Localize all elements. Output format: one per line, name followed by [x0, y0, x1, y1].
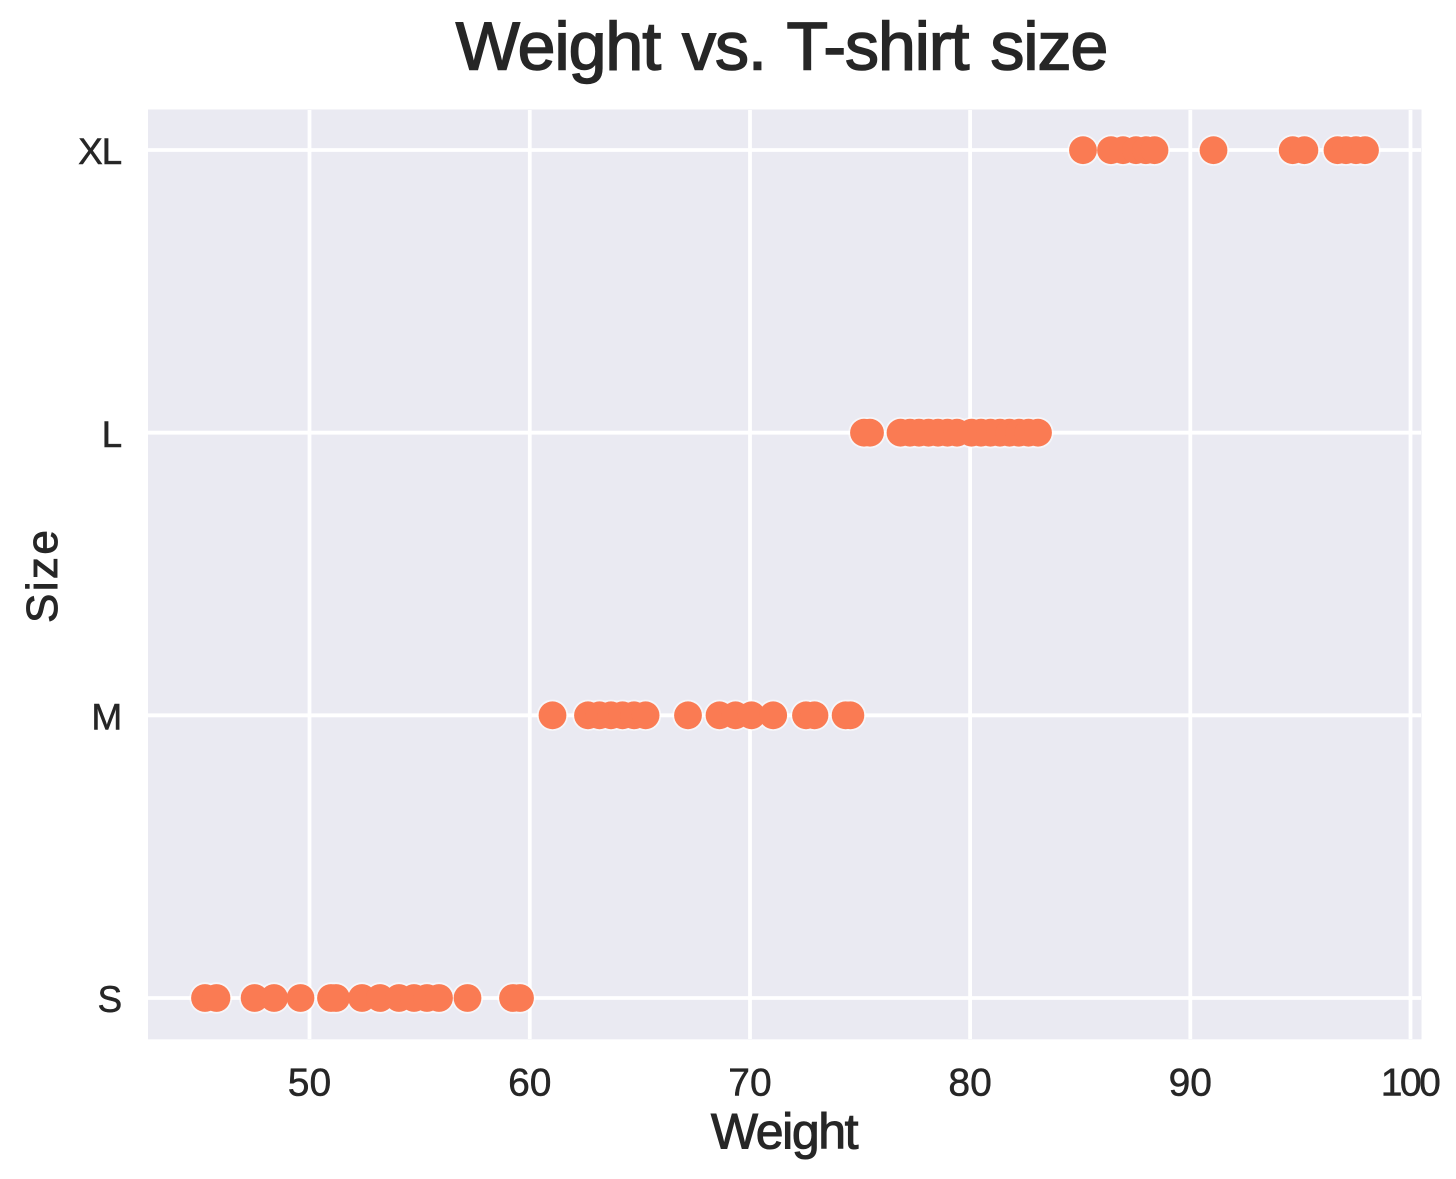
svg-text:90: 90 [1169, 1062, 1212, 1105]
svg-text:60: 60 [508, 1062, 551, 1105]
svg-text:100: 100 [1381, 1062, 1440, 1105]
svg-text:Size: Size [18, 528, 67, 623]
svg-text:XL: XL [78, 131, 121, 172]
svg-text:Weight: Weight [711, 1104, 859, 1160]
svg-text:50: 50 [288, 1062, 331, 1105]
svg-text:L: L [102, 414, 122, 455]
svg-text:M: M [91, 697, 121, 738]
svg-text:70: 70 [728, 1062, 771, 1105]
svg-text:Weight vs. T-shirt size: Weight vs. T-shirt size [456, 9, 1108, 85]
svg-text:S: S [98, 979, 121, 1020]
svg-text:80: 80 [948, 1062, 991, 1105]
